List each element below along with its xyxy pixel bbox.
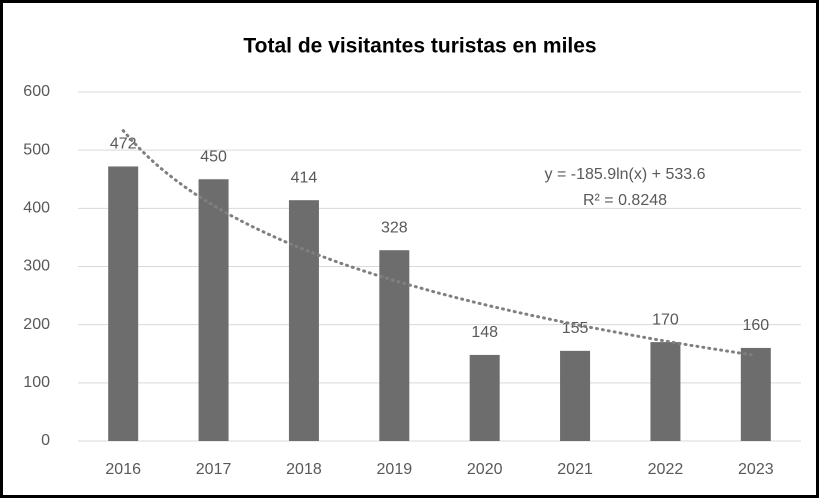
y-tick-label: 100 [23, 374, 50, 391]
bar [379, 250, 410, 441]
trendline [121, 129, 758, 357]
data-label: 328 [381, 219, 408, 236]
trend-equation: y = -185.9ln(x) + 533.6 [545, 166, 706, 183]
bar [108, 166, 139, 441]
bar [560, 350, 591, 441]
x-tick-label: 2018 [286, 461, 322, 478]
data-label: 148 [471, 324, 498, 341]
trend-r-squared: R² = 0.8248 [583, 192, 667, 209]
x-tick-label: 2017 [196, 461, 232, 478]
y-tick-label: 400 [23, 200, 50, 217]
x-tick-label: 2021 [557, 461, 593, 478]
x-tick-label: 2022 [648, 461, 684, 478]
y-tick-label: 0 [41, 432, 50, 449]
x-tick-label: 2023 [738, 461, 774, 478]
bar [650, 342, 681, 441]
y-tick-label: 600 [23, 83, 50, 100]
data-label: 414 [291, 169, 318, 186]
bar [288, 200, 319, 441]
data-label: 472 [110, 136, 137, 153]
data-label: 450 [200, 148, 227, 165]
y-tick-label: 500 [23, 141, 50, 158]
y-tick-label: 200 [23, 316, 50, 333]
x-tick-label: 2019 [377, 461, 413, 478]
bar [740, 347, 771, 441]
x-tick-label: 2020 [467, 461, 503, 478]
chart-title: Total de visitantes turistas en miles [243, 35, 596, 58]
data-label: 160 [742, 317, 769, 334]
bar [198, 179, 229, 441]
data-label: 170 [652, 311, 679, 328]
bar [469, 354, 500, 441]
y-tick-label: 300 [23, 258, 50, 275]
x-tick-label: 2016 [105, 461, 141, 478]
